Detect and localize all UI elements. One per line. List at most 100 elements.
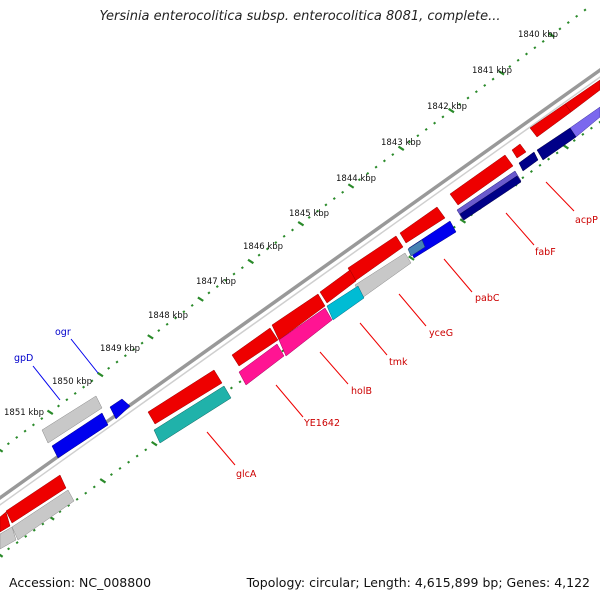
gene-label[interactable]: ogr [55, 327, 71, 338]
ruler-major-tick [151, 440, 158, 447]
gene-label[interactable]: yceG [429, 328, 453, 339]
ruler-minor-tick [84, 491, 88, 495]
ruler-minor-tick [424, 127, 428, 131]
ruler-minor-tick [82, 385, 86, 389]
gene-label[interactable]: pabC [475, 293, 500, 304]
gene-arrow[interactable] [271, 293, 326, 341]
gene-arrow[interactable] [529, 103, 572, 138]
gene-arrow[interactable] [153, 385, 232, 444]
ruler-minor-tick [32, 528, 36, 532]
ruler-minor-tick [575, 14, 579, 18]
ruler-label: 1842 kbp [427, 102, 467, 112]
ruler-minor-tick [123, 354, 127, 358]
gene-label[interactable]: holB [351, 386, 372, 397]
gene-arrow[interactable] [5, 474, 67, 524]
ruler-minor-tick [483, 83, 487, 87]
ruler-minor-tick [566, 21, 570, 25]
gene-arrow[interactable] [399, 206, 446, 244]
ruler-minor-tick [144, 448, 148, 452]
ruler-minor-tick [65, 398, 69, 402]
ruler-minor-tick [589, 126, 593, 130]
leader-line [398, 293, 427, 327]
leader-line [32, 365, 61, 401]
gene-arrow[interactable] [51, 412, 109, 459]
ruler-major-tick [197, 296, 204, 302]
gene-arrow[interactable] [518, 151, 539, 172]
ruler-label: 1843 kbp [381, 138, 421, 148]
ruler-major-tick [46, 409, 54, 415]
ruler-minor-tick [40, 417, 44, 421]
ruler-major-tick [247, 258, 254, 265]
backbone-line [0, 67, 600, 501]
ruler-minor-tick [547, 157, 551, 161]
ruler-minor-tick [67, 504, 71, 507]
gene-arrow[interactable] [326, 285, 365, 321]
gene-arrow[interactable] [147, 369, 223, 425]
ruler-major-tick [347, 183, 355, 189]
ruler-minor-tick [232, 272, 236, 276]
ruler-minor-tick [374, 165, 378, 169]
gene-label[interactable]: fabF [535, 247, 556, 258]
ruler-minor-tick [115, 360, 119, 364]
gene-arrow[interactable] [459, 175, 522, 221]
leader-line [206, 431, 236, 466]
ruler-label: 1844 kbp [336, 174, 376, 184]
label-leaders [32, 181, 575, 466]
gene-arrow[interactable] [0, 526, 17, 550]
ruler-minor-tick [157, 329, 161, 333]
ruler-minor-tick [555, 151, 559, 155]
ruler-minor-tick [190, 303, 194, 307]
gene-arrow[interactable] [511, 143, 527, 159]
gene-arrow[interactable] [569, 106, 600, 138]
ruler-minor-tick [516, 58, 520, 62]
ruler-major-tick [147, 334, 154, 340]
ruler-minor-tick [466, 96, 470, 100]
gene-arrow[interactable] [0, 511, 11, 533]
ruler-minor-tick [307, 215, 311, 219]
gene-arrow[interactable] [278, 307, 333, 357]
ruler-minor-tick [15, 435, 19, 439]
ruler-minor-tick [118, 466, 122, 470]
gene-arrow[interactable] [109, 398, 131, 420]
gene-arrow[interactable] [41, 395, 103, 444]
ruler-minor-tick [274, 241, 278, 245]
ruler-minor-tick [207, 291, 211, 295]
ruler-minor-tick [90, 379, 94, 383]
ruler-minor-tick [581, 132, 585, 136]
ruler-minor-tick [474, 90, 478, 94]
gene-arrow[interactable] [407, 239, 426, 257]
accession-prefix: Accession: [9, 575, 80, 590]
gene-arrow[interactable] [238, 343, 285, 386]
ruler-minor-tick [441, 115, 445, 119]
gene-label[interactable]: acpP [575, 215, 598, 226]
ruler-minor-tick [391, 153, 395, 157]
ruler-minor-tick [357, 178, 361, 182]
ruler-major-tick [448, 107, 455, 114]
upper-features [41, 395, 131, 459]
outer-ruler [0, 8, 587, 453]
ruler-minor-tick [433, 121, 437, 125]
ruler-label: 1849 kbp [100, 344, 140, 354]
gene-label[interactable]: tmk [389, 357, 408, 368]
gene-label[interactable]: gpD [14, 353, 33, 364]
ruler-minor-tick [215, 285, 219, 289]
backbone-line-inner [0, 76, 600, 506]
gene-arrow[interactable] [449, 154, 514, 206]
gene-arrow[interactable] [231, 327, 279, 367]
gene-arrow[interactable] [11, 489, 75, 541]
gene-label[interactable]: YE1642 [303, 418, 340, 429]
ruler-minor-tick [416, 134, 420, 138]
gene-arrow[interactable] [319, 269, 357, 304]
ruler-minor-tick [75, 497, 79, 501]
gene-arrow[interactable] [536, 127, 577, 161]
genes-prefix: ; Genes: [498, 575, 555, 590]
gene-labels: acpP fabF pabC yceG tmk holB YE1642 glcA… [14, 215, 598, 480]
gene-label[interactable]: glcA [236, 469, 257, 480]
leader-line [359, 322, 388, 356]
reverse-strand [0, 106, 600, 550]
ruler-minor-tick [15, 541, 19, 545]
gene-arrow[interactable] [564, 79, 600, 113]
accession-footer: Accession: NC_008800 [9, 575, 151, 590]
length-prefix: ; Length: [355, 575, 415, 590]
